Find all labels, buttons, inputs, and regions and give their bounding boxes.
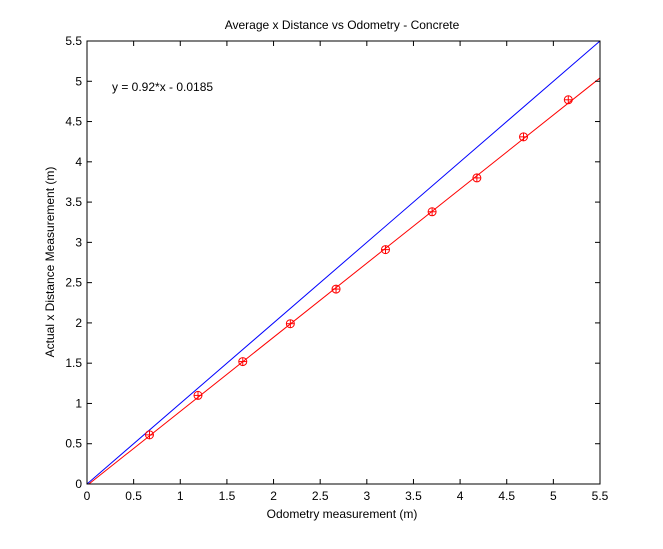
x-tick-label: 3 (363, 489, 370, 503)
y-tick-label: 4 (75, 155, 82, 169)
fit-line (88, 77, 600, 484)
axes-box (86, 40, 601, 485)
plot-content (87, 41, 600, 484)
axes-layer: 0 0.5 1 1.5 2 2.5 3 3.5 4 4.5 5 5.5 0 0.5 1 1.5 2 2.5 3 3.5… (65, 34, 608, 503)
y-tick-label: 5.5 (65, 34, 82, 48)
reference-line (87, 41, 600, 484)
y-tick-label: 0 (75, 477, 82, 491)
data-point (238, 357, 248, 367)
x-tick-label: 5.5 (592, 489, 609, 503)
y-tick-label: 4.5 (65, 115, 82, 129)
x-tick-label: 4 (457, 489, 464, 503)
x-axis-title: Odometry measurement (m) (267, 507, 418, 521)
series-layer (87, 41, 600, 484)
data-point (193, 390, 203, 400)
x-tick-label: 5 (550, 489, 557, 503)
y-tick-label: 2.5 (65, 276, 82, 290)
data-point (380, 245, 390, 255)
y-axis-title: Actual x Distance Measurement (m) (43, 167, 57, 358)
data-point (144, 430, 154, 440)
x-tick-label: 1.5 (219, 489, 236, 503)
data-point (331, 284, 341, 294)
x-tick-label: 2.5 (312, 489, 329, 503)
y-tick-label: 3 (75, 235, 82, 249)
data-point (519, 132, 529, 142)
data-point (285, 319, 295, 329)
chart-title: Average x Distance vs Odometry - Concret… (225, 18, 460, 32)
y-tick-label: 1 (75, 396, 82, 410)
y-tick-label: 5 (75, 74, 82, 88)
x-tick-label: 3.5 (405, 489, 422, 503)
y-tick-label: 3.5 (65, 195, 82, 209)
data-point (563, 95, 573, 105)
x-tick-label: 4.5 (498, 489, 515, 503)
data-point (472, 173, 482, 183)
x-tick-label: 2 (270, 489, 277, 503)
data-point (427, 207, 437, 217)
y-tick-label: 2 (75, 316, 82, 330)
y-tick-label: 1.5 (65, 356, 82, 370)
y-tick-label: 0.5 (65, 437, 82, 451)
x-tick-label: 0.5 (125, 489, 142, 503)
fit-equation-annotation: y = 0.92*x - 0.0185 (112, 80, 213, 94)
x-tick-label: 1 (177, 489, 184, 503)
x-tick-label: 0 (84, 489, 91, 503)
